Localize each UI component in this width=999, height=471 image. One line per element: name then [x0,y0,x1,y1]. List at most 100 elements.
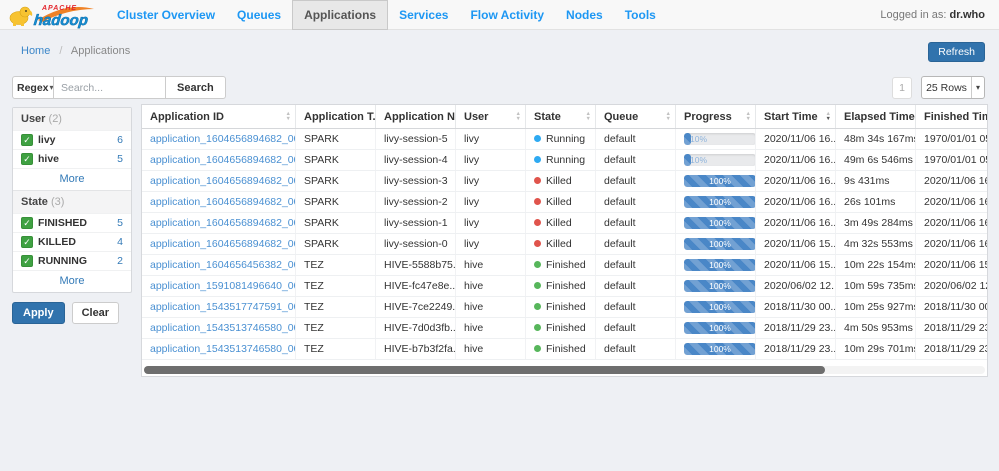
application-id-link[interactable]: application_1604656894682_0002 [150,217,296,229]
cell-elapsed-time: 48m 34s 167ms [836,129,916,149]
clear-button[interactable]: Clear [72,302,120,324]
column-label: Start Time [764,111,818,123]
column-header-application-n[interactable]: Application N...▲▼ [376,105,456,128]
cell-application-id: application_1604656894682_0006 [142,129,296,149]
cell-progress: 10% [676,129,756,149]
column-header-user[interactable]: User▲▼ [456,105,526,128]
apply-button[interactable]: Apply [12,302,65,324]
application-id-link[interactable]: application_1604656894682_0003 [150,196,296,208]
application-id-link[interactable]: application_1543517747591_0001 [150,301,296,313]
search-input[interactable] [54,76,166,99]
application-id-link[interactable]: application_1604656894682_0001 [150,238,296,250]
cell-state: Finished [526,318,596,338]
hadoop-logo[interactable]: APACHE hadoop [8,0,96,30]
state-label: Running [546,133,585,145]
search-mode-dropdown[interactable]: Regex ▾ [12,76,54,99]
filter-option-label: FINISHED [38,217,87,229]
checkbox-checked-icon[interactable]: ✓ [21,134,33,146]
cell-application-name: livy-session-0 [376,234,456,254]
cell-user: livy [456,192,526,212]
horizontal-scrollbar-thumb[interactable] [144,366,825,374]
cell-elapsed-time: 10m 29s 701ms [836,339,916,359]
column-header-start-time[interactable]: Start Time▲▼ [756,105,836,128]
cell-application-type: SPARK [296,129,376,149]
state-dot-icon [534,282,541,289]
cell-application-name: livy-session-3 [376,171,456,191]
page-number-button[interactable]: 1 [892,77,912,99]
table-header-row: Application ID▲▼Application T...▲▼Applic… [142,105,987,129]
state-label: Finished [546,343,586,355]
sort-icon: ▲▼ [742,112,751,121]
application-id-link[interactable]: application_1543513746580_0002 [150,322,296,334]
filter-sidebar: User (2)✓livy6✓hive5MoreState (3)✓FINISH… [12,107,132,324]
cell-state: Finished [526,339,596,359]
cell-application-name: HIVE-5588b75... [376,255,456,275]
column-label: Application N... [384,111,456,123]
cell-application-name: livy-session-1 [376,213,456,233]
cell-queue: default [596,339,676,359]
column-header-finished-time[interactable]: Finished Time▲▼ [916,105,988,128]
filter-option-running: ✓RUNNING2 [13,251,131,270]
cell-start-time: 2018/11/30 00... [756,297,836,317]
column-label: Queue [604,111,638,123]
checkbox-checked-icon[interactable]: ✓ [21,153,33,165]
cell-application-id: application_1543517747591_0001 [142,297,296,317]
progress-label: 100% [684,175,756,187]
progress-label: 100% [684,196,756,208]
filter-option-hive: ✓hive5 [13,149,131,168]
filter-section-user: User (2)✓livy6✓hive5More [13,108,131,190]
state-label: Running [546,154,585,166]
nav-item-queues[interactable]: Queues [226,0,292,30]
application-id-link[interactable]: application_1604656894682_0004 [150,175,296,187]
application-id-link[interactable]: application_1591081496640_0001 [150,280,296,292]
breadcrumb-separator: / [59,45,62,57]
column-header-application-t[interactable]: Application T...▲▼ [296,105,376,128]
cell-queue: default [596,276,676,296]
logged-in-label: Logged in as: [880,9,946,21]
nav-item-tools[interactable]: Tools [614,0,667,30]
application-id-link[interactable]: application_1604656894682_0006 [150,133,296,145]
application-id-link[interactable]: application_1604656456382_0001 [150,259,296,271]
cell-application-type: TEZ [296,318,376,338]
cell-application-type: TEZ [296,276,376,296]
more-link[interactable]: More [13,168,131,190]
breadcrumb-home-link[interactable]: Home [21,45,50,57]
cell-state: Killed [526,213,596,233]
cell-application-name: livy-session-5 [376,129,456,149]
filter-option-count: 5 [117,153,123,165]
checkbox-checked-icon[interactable]: ✓ [21,255,33,267]
application-id-link[interactable]: application_1543513746580_0001 [150,343,296,355]
rows-per-page-select[interactable]: 25 Rows ▾ [921,76,985,99]
table-row: application_1604656894682_0005SPARKlivy-… [142,150,987,171]
chevron-down-icon: ▾ [50,83,54,92]
more-link[interactable]: More [13,270,131,292]
nav-item-flow-activity[interactable]: Flow Activity [459,0,555,30]
cell-queue: default [596,150,676,170]
column-header-queue[interactable]: Queue▲▼ [596,105,676,128]
cell-application-id: application_1604656456382_0001 [142,255,296,275]
state-dot-icon [534,303,541,310]
column-header-state[interactable]: State▲▼ [526,105,596,128]
progress-label: 100% [684,322,756,334]
cell-queue: default [596,234,676,254]
nav-item-nodes[interactable]: Nodes [555,0,614,30]
column-header-elapsed-time[interactable]: Elapsed Time▲▼ [836,105,916,128]
nav-item-applications[interactable]: Applications [292,0,388,30]
application-id-link[interactable]: application_1604656894682_0005 [150,154,296,166]
cell-state: Finished [526,276,596,296]
state-label: Killed [546,238,572,250]
column-label: Application ID [150,111,224,123]
table-row: application_1543517747591_0001TEZHIVE-7c… [142,297,987,318]
checkbox-checked-icon[interactable]: ✓ [21,236,33,248]
horizontal-scrollbar-track[interactable] [144,366,985,374]
column-header-application-id[interactable]: Application ID▲▼ [142,105,296,128]
column-header-progress[interactable]: Progress▲▼ [676,105,756,128]
checkbox-checked-icon[interactable]: ✓ [21,217,33,229]
refresh-button[interactable]: Refresh [928,42,985,62]
state-dot-icon [534,135,541,142]
cell-finished-time: 2020/11/06 16... [916,213,988,233]
search-button[interactable]: Search [166,76,226,99]
nav-item-cluster-overview[interactable]: Cluster Overview [106,0,226,30]
cell-elapsed-time: 3m 49s 284ms [836,213,916,233]
nav-item-services[interactable]: Services [388,0,459,30]
